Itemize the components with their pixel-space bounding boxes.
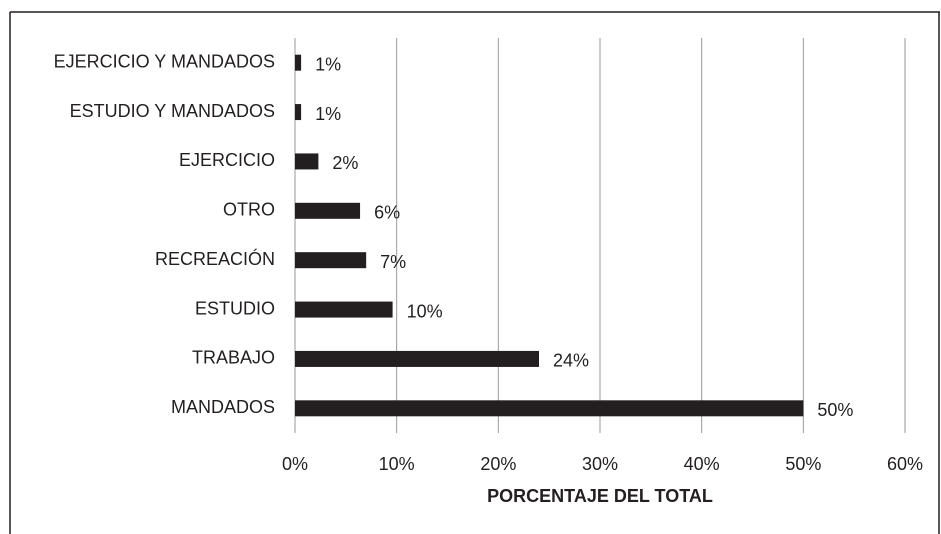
y-tick-label: ESTUDIO Y MANDADOS	[70, 101, 275, 121]
bar	[295, 104, 302, 121]
x-tick-label: 10%	[379, 454, 415, 474]
x-tick-label: 30%	[582, 454, 618, 474]
x-tick-label: 60%	[887, 454, 923, 474]
y-tick-label: RECREACIÓN	[155, 248, 275, 269]
bar	[295, 153, 319, 170]
y-tick-label: TRABAJO	[192, 348, 275, 368]
data-label: 7%	[380, 252, 406, 272]
x-tick-label: 0%	[282, 454, 308, 474]
y-tick-label: EJERCICIO	[179, 150, 275, 170]
y-tick-label: ESTUDIO	[195, 298, 275, 318]
data-label: 24%	[553, 351, 589, 371]
x-tick-label: 20%	[480, 454, 516, 474]
bar	[295, 350, 539, 367]
data-label: 1%	[315, 54, 341, 74]
data-label: 50%	[817, 400, 853, 420]
y-tick-label: MANDADOS	[171, 397, 275, 417]
data-label: 2%	[332, 153, 358, 173]
x-tick-label: 40%	[684, 454, 720, 474]
y-tick-label: OTRO	[223, 200, 275, 220]
data-label: 10%	[407, 301, 443, 321]
x-axis-title: PORCENTAJE DEL TOTAL	[487, 486, 713, 506]
bar	[295, 400, 804, 417]
bar	[295, 252, 367, 269]
bar	[295, 54, 302, 71]
data-label: 1%	[315, 104, 341, 124]
x-tick-label: 50%	[785, 454, 821, 474]
y-tick-label: EJERCICIO Y MANDADOS	[54, 51, 275, 71]
bar	[295, 202, 361, 219]
bar	[295, 301, 393, 318]
data-label: 6%	[374, 203, 400, 223]
